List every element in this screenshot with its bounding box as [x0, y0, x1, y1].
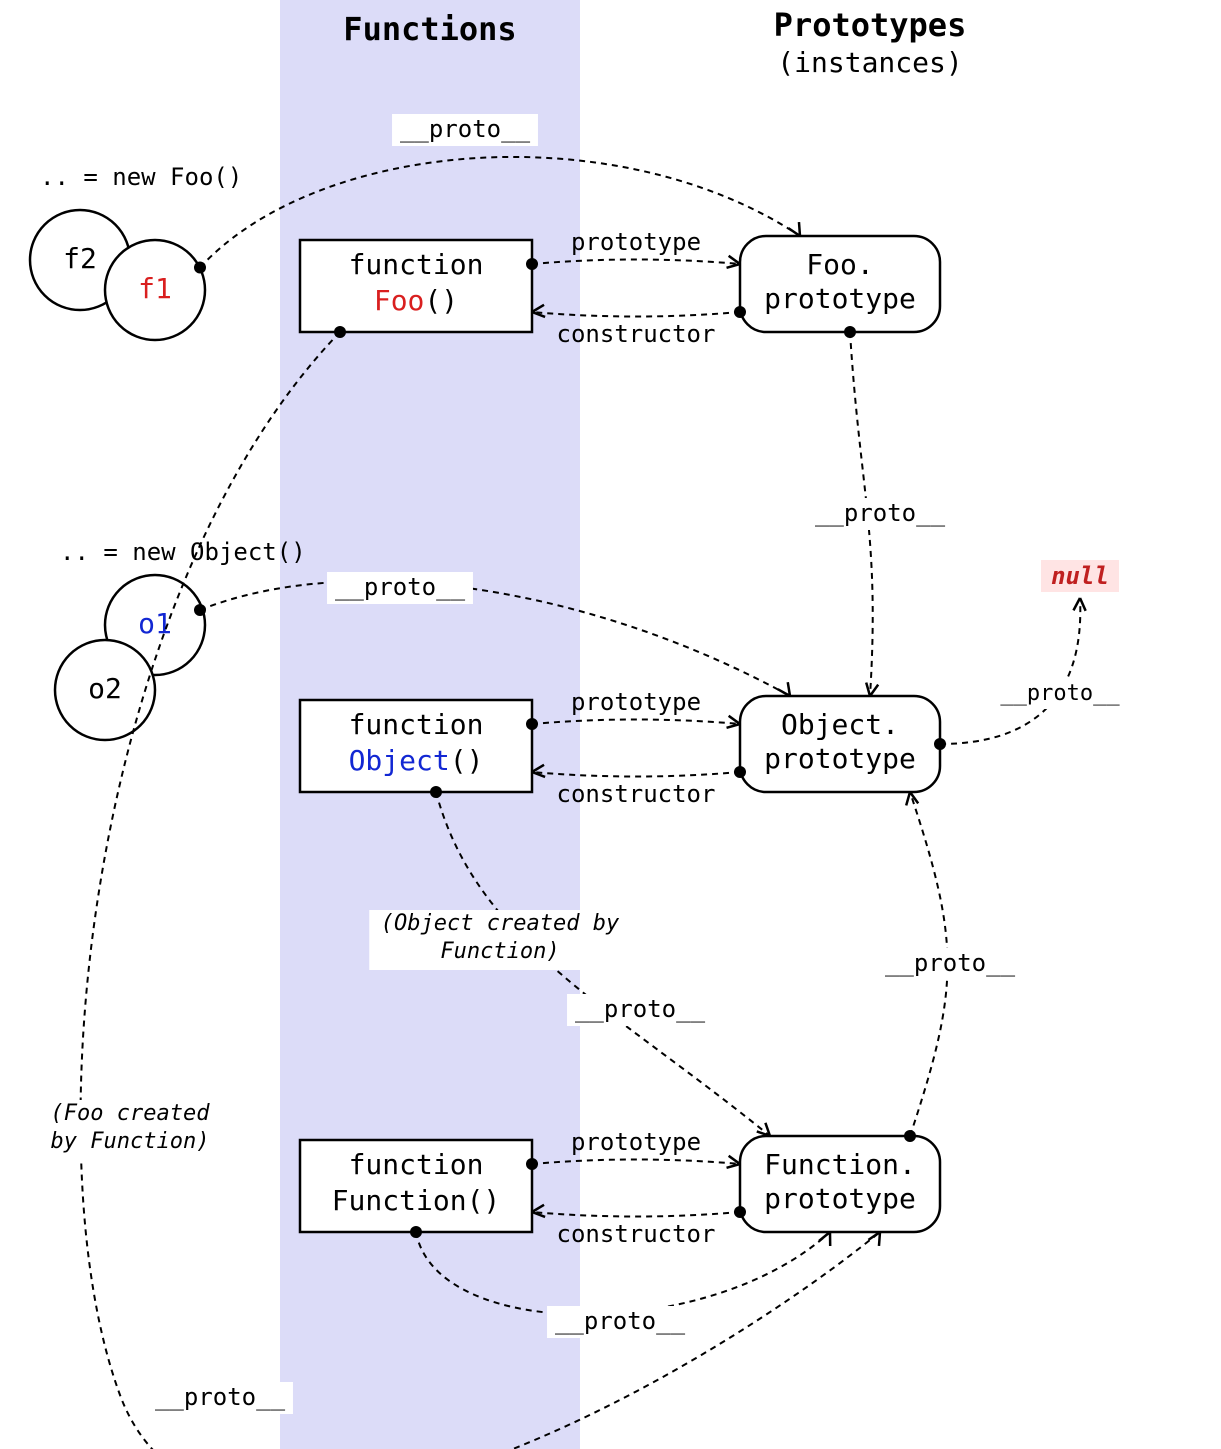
svg-text:__proto__: __proto__	[885, 949, 1016, 977]
svg-text:prototype: prototype	[764, 282, 916, 315]
svg-text:__proto__: __proto__	[335, 573, 466, 601]
svg-text:Foo(): Foo()	[374, 284, 458, 317]
svg-text:by Function): by Function)	[51, 1129, 210, 1154]
svg-text:Foo.: Foo.	[806, 248, 873, 281]
svg-text:__proto__: __proto__	[155, 1383, 286, 1411]
svg-text:function: function	[349, 1148, 484, 1181]
svg-text:(Foo created: (Foo created	[51, 1101, 211, 1126]
svg-text:__proto__: __proto__	[815, 499, 946, 527]
svg-text:__proto__: __proto__	[575, 995, 706, 1023]
svg-text:Object(): Object()	[349, 744, 484, 777]
svg-text:prototype: prototype	[571, 688, 701, 716]
svg-text:prototype: prototype	[764, 742, 916, 775]
svg-text:null: null	[1051, 562, 1109, 590]
svg-text:f1: f1	[138, 272, 172, 305]
svg-text:f2: f2	[63, 242, 97, 275]
svg-text:.. = new Object(): .. = new Object()	[60, 538, 306, 566]
svg-text:prototype: prototype	[571, 1128, 701, 1156]
svg-text:Functions: Functions	[343, 10, 516, 48]
svg-text:function: function	[349, 248, 484, 281]
svg-text:Object.: Object.	[781, 708, 899, 741]
svg-text:Prototypes: Prototypes	[774, 6, 967, 44]
prototype-chain-diagram: FunctionsPrototypes(instances)functionFo…	[0, 0, 1221, 1449]
svg-text:Function.: Function.	[764, 1148, 916, 1181]
svg-text:prototype: prototype	[571, 228, 701, 256]
svg-text:Function): Function)	[440, 939, 559, 964]
svg-text:o2: o2	[88, 672, 122, 705]
svg-text:constructor: constructor	[557, 1220, 716, 1248]
svg-text:function: function	[349, 708, 484, 741]
svg-text:(instances): (instances)	[777, 46, 962, 79]
svg-text:__proto__: __proto__	[400, 115, 531, 143]
svg-text:constructor: constructor	[557, 320, 716, 348]
svg-text:.. = new Foo(): .. = new Foo()	[40, 163, 242, 191]
svg-text:Function(): Function()	[332, 1184, 501, 1217]
svg-text:prototype: prototype	[764, 1182, 916, 1215]
svg-text:__proto__: __proto__	[555, 1307, 686, 1335]
svg-text:__proto__: __proto__	[1000, 681, 1120, 706]
svg-text:constructor: constructor	[557, 780, 716, 808]
svg-text:(Object created by: (Object created by	[381, 911, 620, 936]
